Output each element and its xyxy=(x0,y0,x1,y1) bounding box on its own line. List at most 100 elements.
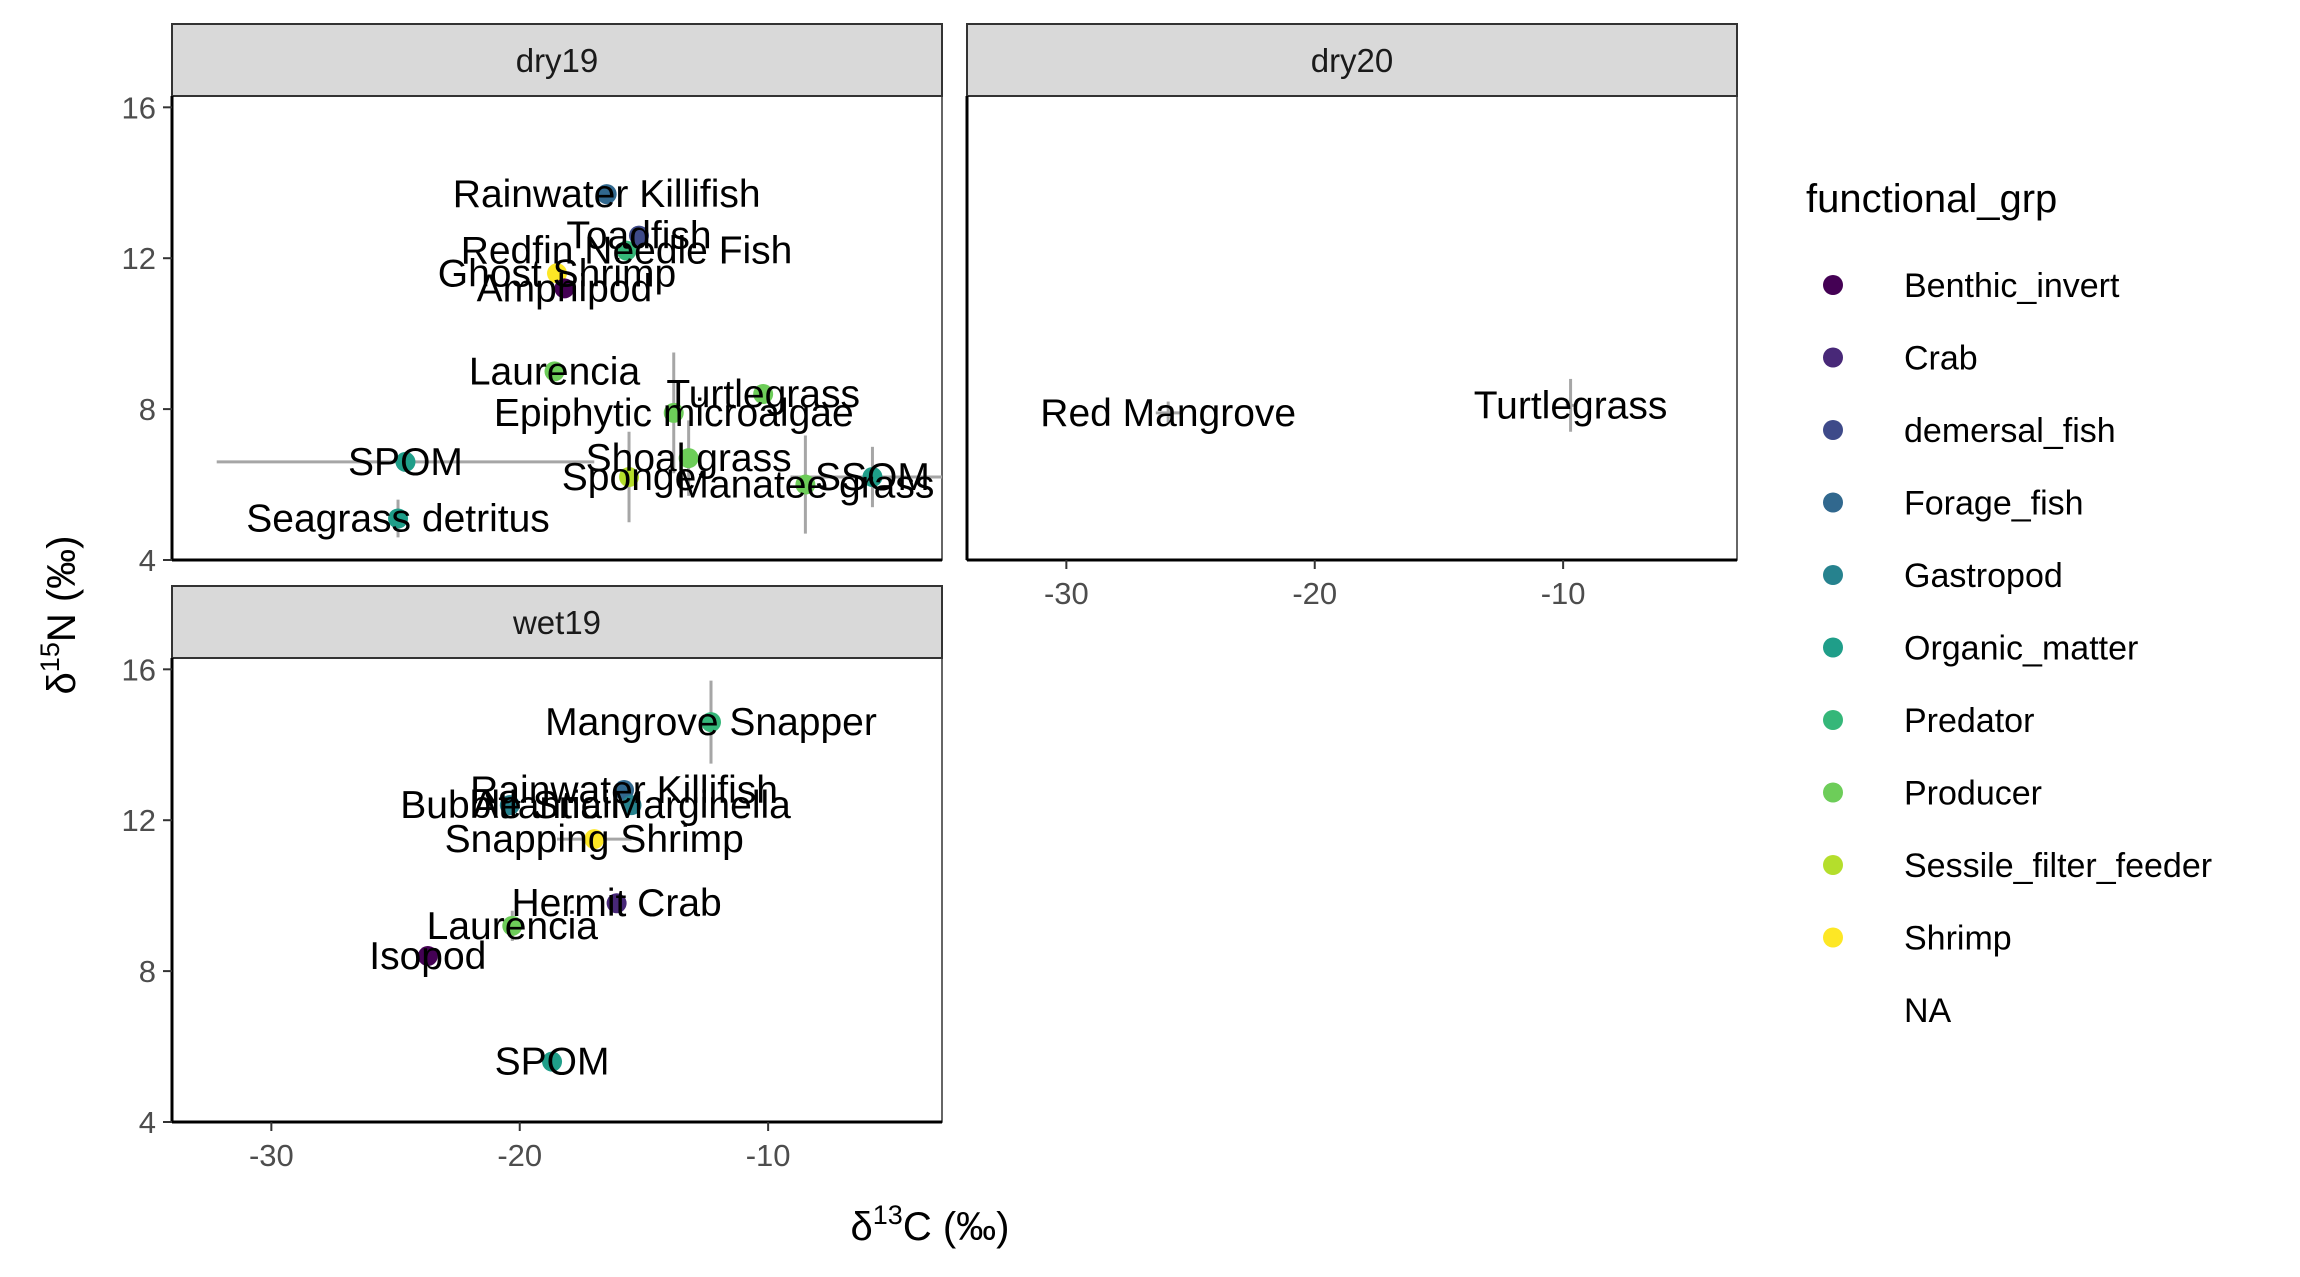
legend-label: demersal_fish xyxy=(1904,412,2116,450)
point-label: Toadfish xyxy=(566,215,711,258)
legend-key xyxy=(1823,710,1843,730)
data-point xyxy=(678,448,699,469)
y-tick-label: 4 xyxy=(139,543,156,578)
legend-item: Producer xyxy=(1823,775,2042,813)
legend-label: Benthic_invert xyxy=(1904,267,2120,305)
point-label: Epiphytic microalgae xyxy=(494,392,854,435)
point-label: Seagrass detritus xyxy=(246,498,550,541)
y-tick-label: 12 xyxy=(122,241,156,276)
data-point xyxy=(499,795,520,816)
point-label: Rainwater Killifish xyxy=(470,769,778,812)
legend-label: NA xyxy=(1904,992,1952,1030)
legend-key xyxy=(1823,855,1843,875)
data-point xyxy=(395,451,416,472)
facet-strip-label: wet19 xyxy=(512,604,601,641)
y-tick-label: 12 xyxy=(122,803,156,838)
x-tick-label: -30 xyxy=(1044,576,1089,611)
data-point xyxy=(795,474,816,495)
legend-item: Shrimp xyxy=(1823,920,2012,958)
facet-strip-label: dry20 xyxy=(1311,42,1394,79)
data-point xyxy=(619,467,640,488)
data-point xyxy=(554,278,575,299)
legend-label: Sessile_filter_feeder xyxy=(1904,847,2212,885)
legend-label: Gastropod xyxy=(1904,557,2063,595)
facet-strip xyxy=(171,23,943,97)
panel-background xyxy=(966,95,1738,561)
point-label: Rainwater Killifish xyxy=(453,173,761,216)
point-label: SPOM xyxy=(495,1041,610,1084)
data-point xyxy=(663,402,684,423)
point-label: Snapping Shrimp xyxy=(445,818,744,861)
x-tick-label: -10 xyxy=(1541,576,1586,611)
point-label: Amphipod xyxy=(477,267,653,310)
panel-content xyxy=(417,680,721,1072)
legend-label: Organic_matter xyxy=(1904,630,2138,668)
facet-wet19: wet19 Mangrove Snapper Rainwater Killifish… xyxy=(170,585,943,1124)
legend-entries: Benthic_invert Crab demersal_fish Forage_fi… xyxy=(1823,267,2212,1030)
data-point xyxy=(584,829,605,850)
legend-label: Predator xyxy=(1904,702,2034,740)
point-label: Mangrove Snapper xyxy=(545,701,877,744)
y-tick-label: 8 xyxy=(139,954,156,989)
x-tick-label: -10 xyxy=(746,1138,791,1173)
data-point xyxy=(417,946,438,967)
x-tick-label: -30 xyxy=(249,1138,294,1173)
data-point xyxy=(753,384,774,405)
data-point xyxy=(547,263,567,284)
data-point xyxy=(614,780,635,801)
legend-label: Shrimp xyxy=(1904,920,2012,958)
facet-strip xyxy=(966,23,1738,97)
point-label: Manatee grass xyxy=(676,464,934,507)
panel-content xyxy=(216,184,942,538)
legend-key xyxy=(1823,637,1843,658)
legend-key xyxy=(1823,492,1843,513)
data-point xyxy=(862,467,883,488)
legend-item: Gastropod xyxy=(1823,557,2063,595)
y-tick-label: 16 xyxy=(122,652,156,687)
point-label: Turtlegrass xyxy=(1474,384,1668,427)
point-label: SPOM xyxy=(348,441,463,484)
x-tick-label: -20 xyxy=(497,1138,542,1173)
point-label: Hermit Crab xyxy=(512,882,722,925)
point-label: Bubble Snail xyxy=(400,784,619,827)
legend-item: Crab xyxy=(1823,340,1978,378)
legend-label: Producer xyxy=(1904,775,2042,813)
data-point xyxy=(606,893,627,914)
data-point xyxy=(502,915,523,936)
legend-key xyxy=(1823,420,1843,440)
data-point xyxy=(628,225,649,246)
panel-content xyxy=(1155,378,1576,432)
legend-item: Benthic_invert xyxy=(1823,267,2120,305)
legend-title: functional_grp xyxy=(1806,177,2057,221)
x-tick-label: -20 xyxy=(1292,576,1337,611)
legend-key xyxy=(1823,275,1843,295)
legend-label: Forage_fish xyxy=(1904,485,2084,523)
legend: functional_grp Benthic_invert Crab demersa… xyxy=(1806,177,2212,1030)
legend-item: Sessile_filter_feeder xyxy=(1823,847,2212,885)
legend-item: Forage_fish xyxy=(1823,485,2084,523)
point-label: Turtlegrass xyxy=(666,373,860,416)
y-tick-label: 8 xyxy=(139,392,156,427)
data-point xyxy=(616,240,637,261)
point-label: Ghost Shrimp xyxy=(438,252,676,295)
point-label: Laurencia xyxy=(469,350,641,393)
x-axis-title: δ13C (‰) xyxy=(851,1200,1010,1249)
point-label: Isopod xyxy=(369,935,486,978)
point-label: Laurencia xyxy=(427,905,599,948)
point-label: SSOM xyxy=(815,456,930,499)
legend-item: NA xyxy=(1904,992,1952,1030)
point-label: Sponge xyxy=(562,456,696,499)
y-tick-label: 4 xyxy=(139,1105,156,1140)
point-label: Redfin Needle Fish xyxy=(461,230,793,273)
legend-item: Predator xyxy=(1823,702,2034,740)
x-axes: -30 -20 -10 -30 -20 -10 xyxy=(249,560,1586,1173)
legend-key xyxy=(1823,782,1843,803)
legend-key xyxy=(1823,927,1843,948)
data-point xyxy=(701,712,721,733)
point-label: Red Mangrove xyxy=(1040,392,1296,435)
data-point xyxy=(388,508,409,529)
facet-strip xyxy=(171,585,943,659)
